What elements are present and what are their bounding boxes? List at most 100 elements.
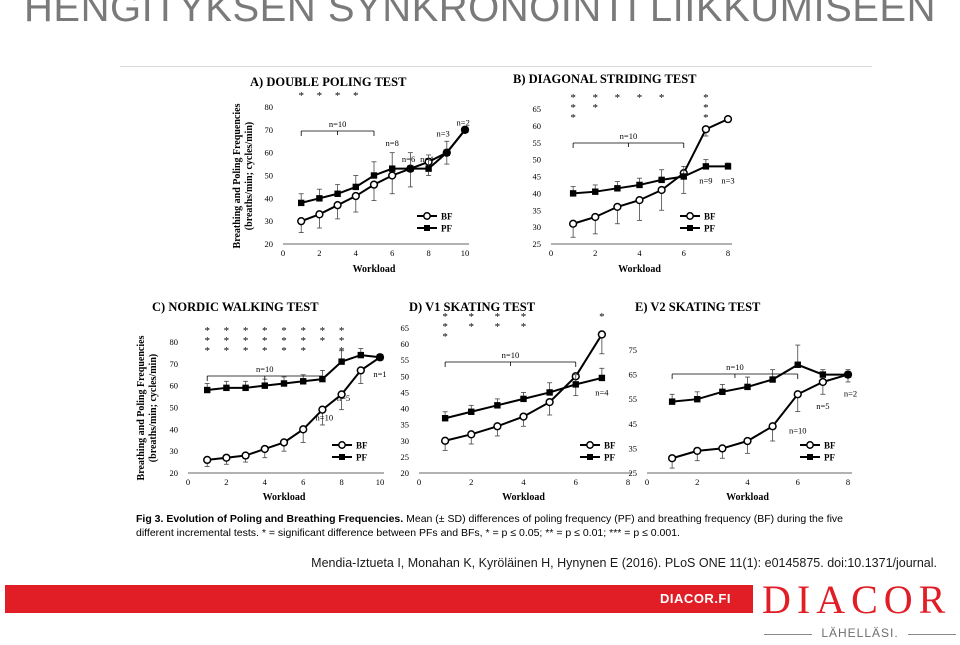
sample-size-label: n=2	[844, 389, 857, 399]
legend-label: BF	[356, 441, 368, 451]
diacor-logo: DIACOR	[762, 577, 952, 622]
y-tick-label: 30	[401, 436, 410, 446]
x-tick-label: 4	[521, 477, 526, 487]
series-pf	[298, 126, 469, 207]
pf-point	[204, 386, 211, 394]
sample-size-label: n=3	[437, 129, 450, 139]
sample-size-label: n=4	[420, 154, 434, 164]
legend-label: BF	[604, 441, 616, 451]
y-tick-label: 40	[170, 424, 179, 434]
pf-point	[298, 199, 305, 207]
y-tick-label: 40	[265, 193, 274, 203]
significance-mark: *	[262, 345, 268, 357]
pf-point	[719, 388, 726, 396]
y-tick-label: 80	[170, 337, 179, 347]
significance-mark: *	[224, 345, 230, 357]
y-axis-label: Breathing and Poling Frequencies(breaths…	[136, 335, 159, 480]
series-line	[300, 129, 466, 204]
y-tick-label: 30	[265, 216, 274, 226]
y-axis-label: Breathing and Poling Frequencies(breaths…	[232, 103, 255, 248]
significance-mark: *	[281, 335, 287, 347]
y-tick-label: 55	[629, 394, 638, 404]
legend: BF PF	[332, 441, 368, 463]
y-tick-label: 40	[533, 188, 542, 198]
pf-point	[407, 165, 414, 172]
bf-point	[818, 377, 828, 387]
footer-url-link[interactable]: DIACOR.FI	[660, 591, 731, 606]
pf-point	[819, 371, 827, 378]
panel-title: B) DIAGONAL STRIDING TEST	[513, 72, 697, 86]
pf-point	[468, 408, 475, 415]
x-axis-label: Workload	[726, 492, 769, 503]
pf-point	[316, 195, 323, 202]
sample-bracket: n=10	[572, 131, 685, 148]
y-tick-label: 75	[629, 345, 638, 355]
significance-mark: *	[300, 335, 306, 347]
significance-mark: *	[615, 92, 621, 104]
legend-pf-marker	[587, 454, 593, 460]
panel-title: C) NORDIC WALKING TEST	[152, 300, 319, 314]
significance-mark: *	[281, 345, 287, 357]
series-line	[207, 354, 381, 392]
bf-point	[768, 422, 777, 431]
pf-point	[334, 190, 341, 197]
y-tick-label: 65	[629, 370, 638, 380]
bracket-label: n=10	[502, 350, 520, 360]
y-tick-label: 45	[629, 419, 638, 429]
slogan-line-right	[908, 634, 956, 635]
pf-point	[744, 383, 751, 391]
significance-mark: *	[570, 92, 576, 104]
bf-point	[519, 412, 528, 421]
figure-caption: Fig 3. Evolution of Poling and Breathing…	[136, 513, 843, 539]
bf-point	[693, 446, 702, 456]
pf-point	[614, 185, 621, 192]
y-tick-label: 20	[401, 468, 410, 478]
y-tick-label: 35	[629, 443, 638, 453]
y-tick-label: 50	[533, 155, 542, 165]
bracket-label: n=10	[256, 364, 274, 374]
legend-pf-marker	[424, 225, 430, 231]
significance-mark: *	[495, 321, 501, 333]
y-axis-label-line-2: (breaths/min; cycles/min)	[148, 354, 159, 462]
x-tick-label: 4	[745, 477, 750, 487]
y-tick-label: 25	[629, 468, 638, 478]
panel-title: D) V1 SKATING TEST	[409, 300, 536, 314]
x-axis-label: Workload	[502, 492, 545, 503]
series-bf	[440, 330, 607, 451]
pf-point	[494, 402, 501, 409]
legend: BF PF	[680, 212, 716, 234]
pf-point	[425, 165, 432, 172]
significance-mark: *	[339, 345, 345, 357]
pf-point	[520, 395, 527, 403]
pf-point	[461, 126, 469, 134]
x-tick-label: 8	[726, 248, 730, 258]
significance-mark: *	[335, 90, 341, 102]
x-tick-label: 6	[301, 477, 305, 487]
significance-mark: *	[204, 335, 210, 347]
x-tick-label: 6	[796, 477, 800, 487]
bracket-label: n=10	[620, 131, 638, 141]
caption-title: Evolution of Poling and Breathing Freque…	[166, 513, 403, 525]
significance-mark: *	[570, 102, 576, 114]
x-tick-label: 0	[186, 477, 190, 487]
bf-point	[793, 390, 802, 399]
y-tick-label: 80	[265, 102, 274, 112]
bracket-label: n=10	[726, 362, 744, 372]
sample-size-label: n=5	[816, 401, 829, 411]
significance-mark: *	[243, 325, 249, 337]
significance-mark: *	[300, 325, 306, 337]
bf-point	[356, 366, 365, 375]
x-tick-label: 8	[426, 248, 430, 258]
sample-size-label: n=5	[337, 393, 350, 403]
x-tick-label: 0	[645, 477, 649, 487]
panel-1: A) DOUBLE POLING TEST 20 30 40 50 60 70 80 0 2 4 6 8…	[232, 75, 470, 275]
sample-size-label: n=3	[721, 175, 734, 185]
legend-bf-marker	[686, 212, 694, 220]
y-tick-label: 45	[401, 387, 410, 397]
sample-size-label: n=4	[595, 388, 609, 398]
sample-size-label: n=1	[373, 369, 386, 379]
significance-mark: *	[320, 325, 326, 337]
series-pf	[441, 367, 606, 422]
pf-point	[680, 173, 687, 180]
slogan-text: LÄHELLÄSI.	[821, 626, 899, 640]
